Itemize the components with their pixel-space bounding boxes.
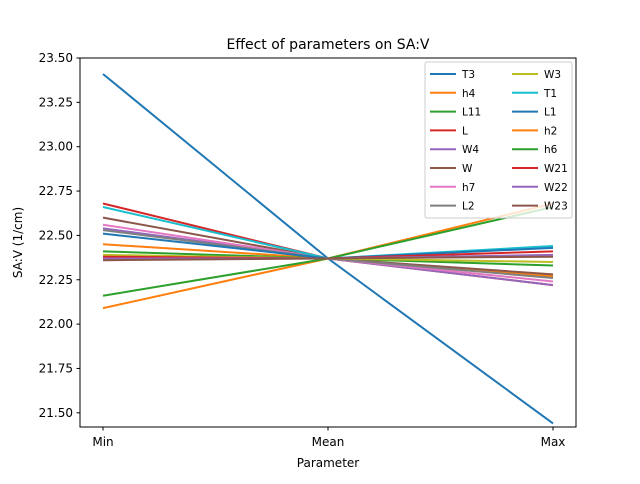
legend-label: T1 <box>543 88 557 100</box>
legend-label: W3 <box>544 69 561 81</box>
legend-label: W21 <box>544 163 568 175</box>
series-line-w <box>102 216 554 276</box>
y-tick-label: 23.25 <box>39 95 73 109</box>
y-tick-label: 21.50 <box>39 406 73 420</box>
x-tick-label: Min <box>92 435 113 449</box>
legend-box <box>424 61 573 219</box>
legend-label: L2 <box>462 201 475 213</box>
x-tick-label: Max <box>541 435 566 449</box>
y-tick-label: 22.75 <box>39 184 73 198</box>
y-tick-label: 23.50 <box>39 51 73 65</box>
y-axis-label: SA:V (1/cm) <box>11 207 25 278</box>
plot-lines <box>102 73 554 425</box>
legend-label: W <box>462 163 473 175</box>
x-axis-label: Parameter <box>297 456 359 470</box>
y-axis: 21.50 21.75 22.00 22.25 22.50 22.75 23.00 23.25… <box>39 51 80 420</box>
legend-label: h4 <box>462 88 476 100</box>
legend-label: W4 <box>462 144 479 156</box>
y-tick-label: 22.25 <box>39 273 73 287</box>
y-tick-label: 23.00 <box>39 140 73 154</box>
legend-label: h2 <box>544 125 557 137</box>
x-axis: Min Mean Max <box>92 427 565 449</box>
legend-label: L1 <box>544 107 557 119</box>
legend-label: h6 <box>544 144 558 156</box>
legend-label: W22 <box>544 182 568 194</box>
legend: T3 h4 L11 L W4 Wh7 L2 W3 T1 L1 h2 h6 W21 W22 W23 <box>424 61 573 219</box>
series-line-w23 <box>102 255 554 262</box>
legend-label: W23 <box>544 201 568 213</box>
chart-title: Effect of parameters on SA:V <box>227 37 430 53</box>
legend-label: L11 <box>462 107 481 119</box>
legend-label: L <box>462 125 468 137</box>
y-tick-label: 22.50 <box>39 228 73 242</box>
y-tick-label: 22.00 <box>39 317 73 331</box>
x-tick-label: Mean <box>312 435 345 449</box>
y-tick-label: 21.75 <box>39 361 73 375</box>
legend-label: h7 <box>462 182 475 194</box>
legend-label: T3 <box>461 69 475 81</box>
